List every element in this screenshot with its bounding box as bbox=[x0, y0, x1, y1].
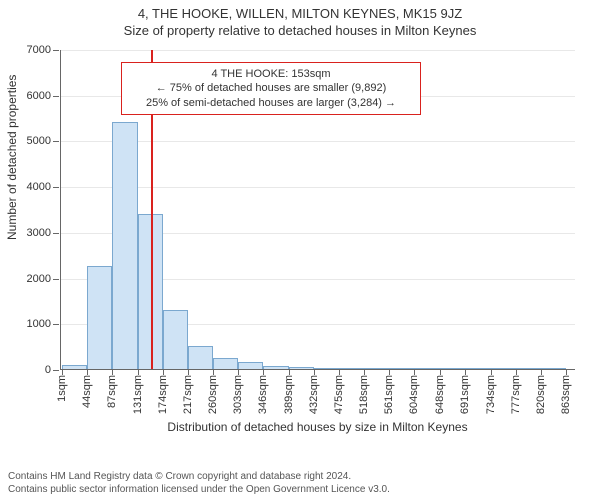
x-tick-label: 604sqm bbox=[408, 375, 420, 414]
y-tick-label: 2000 bbox=[27, 273, 51, 285]
histogram-bar bbox=[62, 365, 87, 369]
histogram-bar bbox=[465, 368, 490, 369]
x-tick-label: 87sqm bbox=[106, 375, 118, 408]
y-tick-label: 4000 bbox=[27, 181, 51, 193]
x-axis-label: Distribution of detached houses by size … bbox=[60, 420, 575, 434]
x-tick-label: 260sqm bbox=[207, 375, 219, 414]
y-axis-label: Number of detached properties bbox=[5, 75, 19, 240]
y-tick bbox=[53, 324, 59, 325]
y-tick-label: 5000 bbox=[27, 135, 51, 147]
callout-line: ← 75% of detached houses are smaller (9,… bbox=[130, 81, 412, 95]
x-tick-label: 131sqm bbox=[132, 375, 144, 414]
histogram-bar bbox=[213, 358, 238, 369]
footer-line-1: Contains HM Land Registry data © Crown c… bbox=[8, 470, 390, 483]
x-tick-label: 432sqm bbox=[308, 375, 320, 414]
x-tick-label: 734sqm bbox=[485, 375, 497, 414]
x-tick-label: 648sqm bbox=[434, 375, 446, 414]
histogram-bar bbox=[440, 368, 465, 369]
x-tick-label: 1sqm bbox=[56, 375, 68, 402]
x-tick-label: 346sqm bbox=[257, 375, 269, 414]
callout-line: 4 THE HOOKE: 153sqm bbox=[130, 67, 412, 81]
footer-attribution: Contains HM Land Registry data © Crown c… bbox=[8, 470, 390, 496]
histogram-chart: Number of detached properties 4 THE HOOK… bbox=[0, 40, 600, 440]
y-tick bbox=[53, 96, 59, 97]
histogram-bar bbox=[491, 368, 516, 369]
histogram-bar bbox=[163, 310, 188, 369]
y-tick bbox=[53, 50, 59, 51]
page-subtitle: Size of property relative to detached ho… bbox=[0, 21, 600, 38]
y-tick bbox=[53, 187, 59, 188]
y-tick bbox=[53, 370, 59, 371]
histogram-bar bbox=[541, 368, 566, 369]
x-tick-label: 820sqm bbox=[535, 375, 547, 414]
y-tick bbox=[53, 279, 59, 280]
y-tick-label: 0 bbox=[45, 364, 51, 376]
x-tick-label: 44sqm bbox=[81, 375, 93, 408]
callout-box: 4 THE HOOKE: 153sqm← 75% of detached hou… bbox=[121, 62, 421, 115]
x-tick-label: 217sqm bbox=[182, 375, 194, 414]
histogram-bar bbox=[188, 346, 213, 369]
histogram-bar bbox=[87, 266, 112, 369]
histogram-bar bbox=[289, 367, 314, 369]
histogram-bar bbox=[389, 368, 414, 369]
y-tick-label: 3000 bbox=[27, 227, 51, 239]
x-tick-label: 389sqm bbox=[283, 375, 295, 414]
plot-area: 4 THE HOOKE: 153sqm← 75% of detached hou… bbox=[60, 50, 575, 370]
x-tick-label: 777sqm bbox=[510, 375, 522, 414]
histogram-bar bbox=[112, 122, 138, 369]
y-tick bbox=[53, 233, 59, 234]
histogram-bar bbox=[314, 368, 339, 369]
histogram-bar bbox=[364, 368, 389, 369]
y-tick-label: 1000 bbox=[27, 318, 51, 330]
x-tick-label: 303sqm bbox=[232, 375, 244, 414]
x-tick-label: 174sqm bbox=[157, 375, 169, 414]
footer-line-2: Contains public sector information licen… bbox=[8, 483, 390, 496]
histogram-bar bbox=[339, 368, 364, 369]
histogram-bar bbox=[414, 368, 440, 369]
y-tick-label: 7000 bbox=[27, 44, 51, 56]
y-tick bbox=[53, 141, 59, 142]
histogram-bar bbox=[238, 362, 263, 369]
x-tick-label: 518sqm bbox=[358, 375, 370, 414]
x-tick-label: 475sqm bbox=[333, 375, 345, 414]
x-tick-label: 863sqm bbox=[560, 375, 572, 414]
x-tick-label: 561sqm bbox=[383, 375, 395, 414]
histogram-bar bbox=[263, 366, 288, 369]
callout-line: 25% of semi-detached houses are larger (… bbox=[130, 96, 412, 110]
page-title: 4, THE HOOKE, WILLEN, MILTON KEYNES, MK1… bbox=[0, 0, 600, 21]
histogram-bar bbox=[516, 368, 541, 369]
y-tick-label: 6000 bbox=[27, 90, 51, 102]
x-tick-label: 691sqm bbox=[459, 375, 471, 414]
